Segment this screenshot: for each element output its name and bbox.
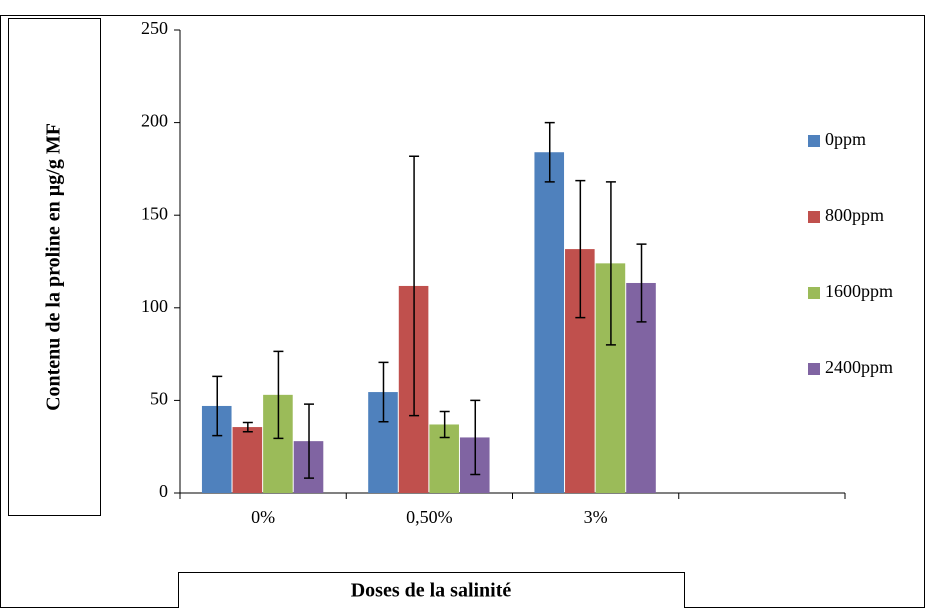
error-bar [544,121,555,183]
y-label-box [8,18,101,516]
x-label-box [178,572,685,608]
error-bar [470,399,481,476]
error-bar [409,155,420,417]
x-tick-label: 0,50% [406,507,453,527]
legend-swatch [808,211,820,223]
x-tick-label: 3% [584,507,608,527]
y-tick-label: 250 [141,18,168,38]
y-tick-label: 100 [141,296,168,316]
legend-label: 2400ppm [825,357,893,377]
legend-swatch [808,287,820,299]
y-axis-title: Contenu de la proline en µg/g MF [43,123,65,411]
legend-swatch [808,363,820,375]
error-bar [212,375,223,437]
error-bar [636,243,647,323]
error-bar [378,361,389,423]
x-tick-label: 0% [251,507,275,527]
y-tick-label: 0 [159,481,168,501]
legend-label: 1600ppm [825,281,893,301]
y-tick-label: 50 [150,389,168,409]
y-tick-label: 200 [141,111,168,131]
x-axis-title: Doses de la salinité [351,580,512,602]
error-bar [439,410,450,439]
legend-swatch [808,135,820,147]
error-bar [273,350,284,440]
bar [232,427,263,493]
legend-label: 0ppm [825,129,866,149]
legend-label: 800ppm [825,205,884,225]
error-bar [242,421,253,433]
error-bar [605,181,616,346]
y-tick-label: 150 [141,203,168,223]
bar [534,152,565,493]
chart-frame [0,15,925,608]
error-bar [575,179,586,319]
error-bar [304,403,315,479]
